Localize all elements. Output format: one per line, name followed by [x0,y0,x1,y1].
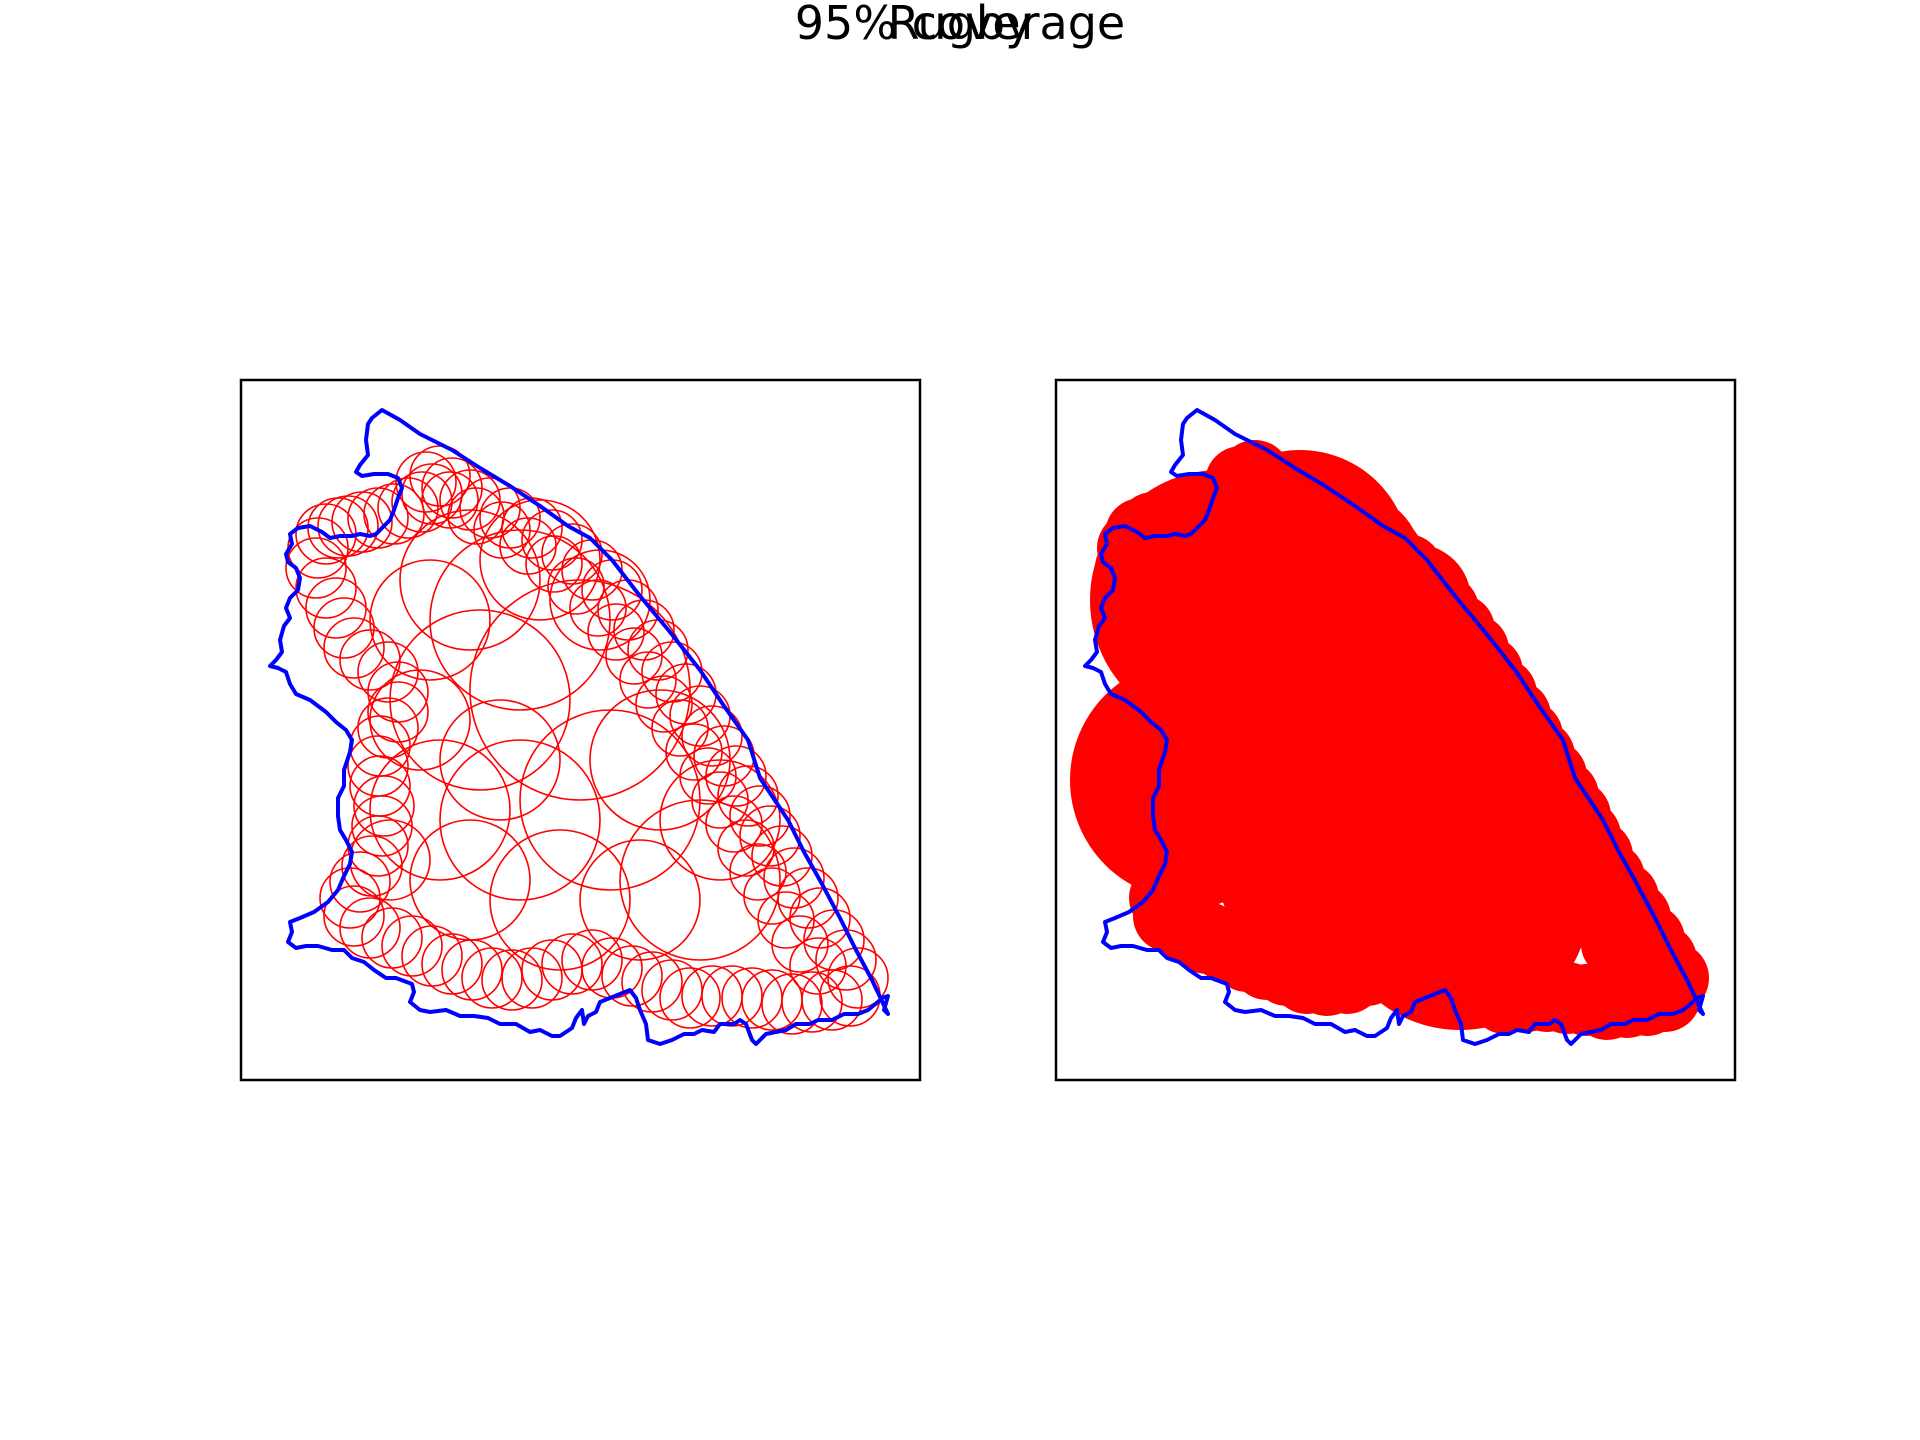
coverage-circle [439,739,601,901]
coverage-circle [439,699,561,821]
coverage-circle [587,603,645,661]
coverage-circle [763,847,825,909]
coverage-circle [659,967,721,1029]
coverage-circle [377,477,439,539]
panel-coverage [1054,378,1737,1082]
coverage-circle [381,915,443,977]
coverage-circle [409,819,531,941]
panel-frame [1054,378,1737,1082]
coverage-circle [521,509,583,571]
coverage-circle [395,451,457,513]
coverage-circle [369,559,491,681]
panel-frame [239,378,922,1082]
coverage-circle [789,937,847,995]
coverage-circle [323,617,385,679]
coverage-circle [751,825,813,887]
coverage-circle [401,925,463,987]
coverage-circle [357,697,419,759]
coverage-disc [1330,770,1590,1030]
coverage-circle [681,965,743,1027]
region-boundary [268,408,890,1046]
coverage-circle [827,947,889,1009]
coverage-circle [717,765,779,827]
coverage-circle [721,967,783,1029]
coverage-circle [705,795,763,853]
coverage-circle [635,675,693,733]
coverage-circle [541,523,603,585]
coverage-circle [761,973,823,1035]
figure-subtitle: 95% coverage [794,0,1126,50]
coverage-circle [399,509,541,651]
coverage-circle [541,933,603,995]
coverage-circle [369,739,511,881]
coverage-circle [561,929,623,991]
coverage-circle [329,851,391,913]
coverage-circle [441,939,503,1001]
coverage-circle [389,609,571,791]
coverage-circle [447,487,505,545]
coverage-circle [479,499,601,621]
coverage-circle [619,799,781,961]
coverage-circle [295,557,357,619]
coverage-circle [569,579,627,637]
coverage-circle [589,689,731,831]
coverage-disc [1599,932,1667,1000]
coverage-circle [339,897,401,959]
coverage-circle [363,483,425,545]
figure-title: Rugby [887,0,1033,50]
coverage-circle [305,577,367,639]
region-boundary [1083,408,1705,1046]
coverage-circle [369,669,471,771]
coverage-circle [717,819,775,877]
coverage-circle [357,641,419,703]
coverage-disc [1190,450,1410,670]
coverage-circle [489,829,631,971]
coverage-circle [519,709,701,891]
coverage-circle [659,759,781,881]
coverage-circle [429,529,611,711]
coverage-circle [347,735,409,797]
coverage-circle [349,755,411,817]
coverage-circle [619,651,677,709]
coverage-circle [621,951,683,1013]
coverage-circle [681,705,743,767]
coverage-circle [323,885,385,947]
coverage-circle [313,597,375,659]
coverage-circle [469,579,691,801]
coverage-circle [655,663,717,725]
coverage-circle [579,839,701,961]
coverage-circle [771,915,829,973]
coverage-circle [547,557,605,615]
coverage-circle [729,785,791,847]
coverage-circle [367,681,429,743]
coverage-circle [501,947,563,1009]
coverage-circle [739,805,801,867]
coverage-circle [421,933,483,995]
panel-circles [239,378,922,1082]
coverage-circle [285,537,347,599]
coverage-circle [401,463,463,525]
coverage-disc [1070,660,1310,900]
coverage-circle [361,907,423,969]
coverage-circle [641,959,703,1021]
